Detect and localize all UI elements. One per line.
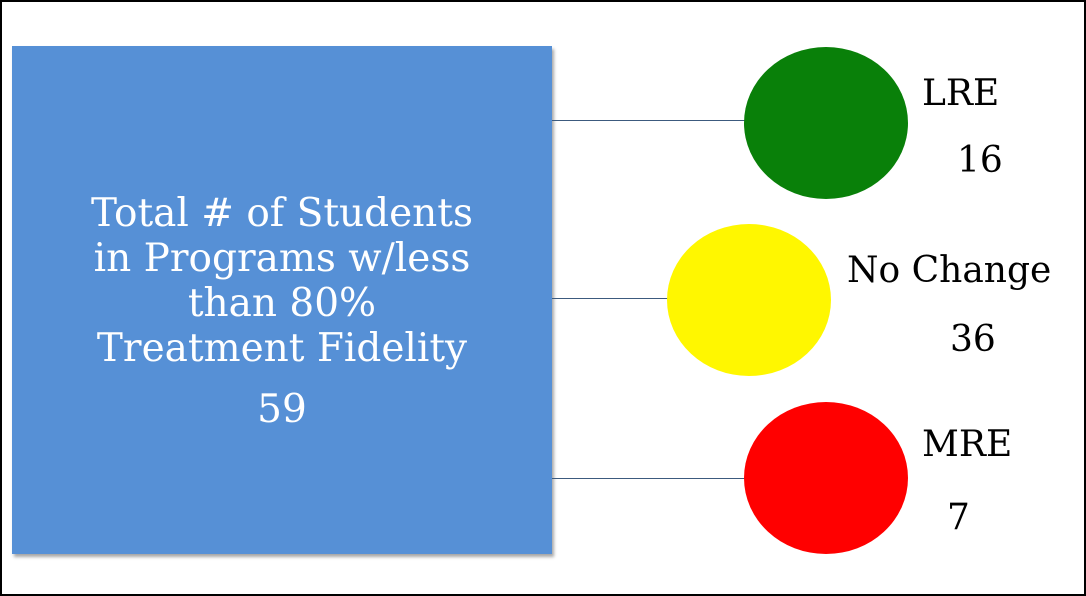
title-line: in Programs w/less [93, 235, 471, 281]
no-change-label: No Change [847, 250, 1052, 291]
lre-circle [744, 47, 908, 199]
total-students-value: 59 [257, 386, 307, 432]
mre-label: MRE [922, 424, 1013, 465]
title-line: than 80% [187, 280, 377, 326]
total-students-box: Total # of Students in Programs w/less t… [12, 46, 552, 554]
lre-label: LRE [922, 73, 1000, 114]
connector-lre [552, 120, 746, 121]
connector-mre [552, 478, 746, 479]
mre-value: 7 [947, 497, 970, 538]
lre-value: 16 [957, 140, 1003, 181]
title-line: Treatment Fidelity [96, 325, 468, 371]
no-change-circle [667, 224, 831, 376]
total-students-title: Total # of Students in Programs w/less t… [42, 191, 522, 371]
title-line: Total # of Students [90, 190, 473, 236]
no-change-value: 36 [950, 319, 996, 360]
mre-circle [744, 402, 908, 554]
connector-no-change [552, 298, 668, 299]
